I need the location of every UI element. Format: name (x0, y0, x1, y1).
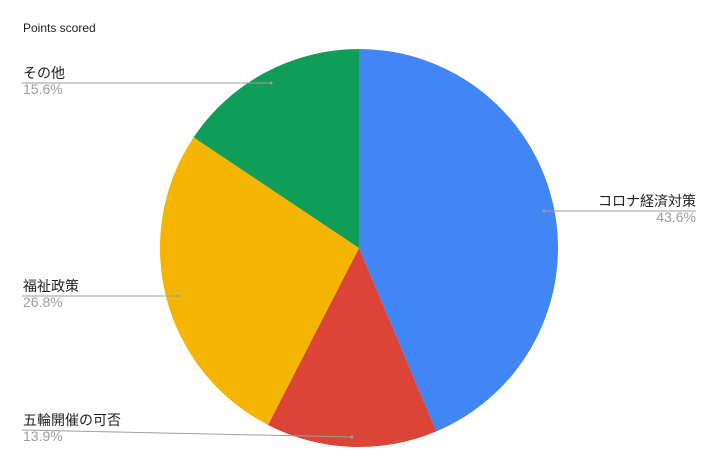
slice-name: 福祉政策 (23, 278, 79, 294)
slice-percent: 26.8% (23, 294, 63, 310)
leader-dot-0 (542, 209, 546, 213)
slice-name: コロナ経済対策 (598, 193, 696, 209)
pie-slice-0 (359, 49, 558, 432)
leader-dot-1 (350, 435, 354, 439)
slice-name: 五輪開催の可否 (23, 412, 121, 428)
leader-dot-2 (176, 294, 180, 298)
chart-title: Points scored (23, 21, 96, 35)
pie-slice-2 (159, 137, 359, 425)
slice-label-0: コロナ経済対策 43.6% (598, 193, 696, 225)
slice-name: その他 (23, 65, 65, 81)
leader-dot-3 (269, 81, 273, 85)
pie-slice-3 (193, 49, 359, 248)
pie-slice-1 (268, 248, 437, 447)
slice-label-2: 福祉政策 26.8% (23, 278, 79, 310)
slice-percent: 13.9% (23, 428, 63, 444)
slice-percent: 15.6% (23, 81, 63, 97)
leader-line-1 (21, 429, 353, 438)
slice-percent: 43.6% (656, 209, 696, 225)
slice-label-3: その他 15.6% (23, 65, 65, 97)
slice-label-1: 五輪開催の可否 13.9% (23, 412, 121, 444)
